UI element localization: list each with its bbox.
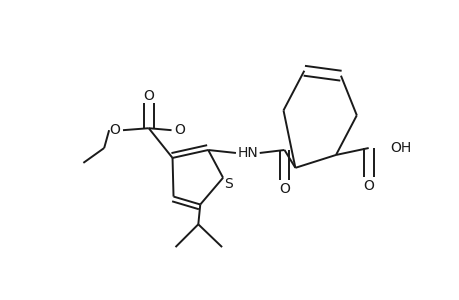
Text: OH: OH [390,141,411,155]
Text: O: O [363,179,373,193]
Text: O: O [174,123,185,137]
Text: O: O [143,88,154,103]
Text: HN: HN [237,146,257,160]
Text: O: O [279,182,289,196]
Text: S: S [223,177,232,191]
Text: O: O [109,123,120,137]
